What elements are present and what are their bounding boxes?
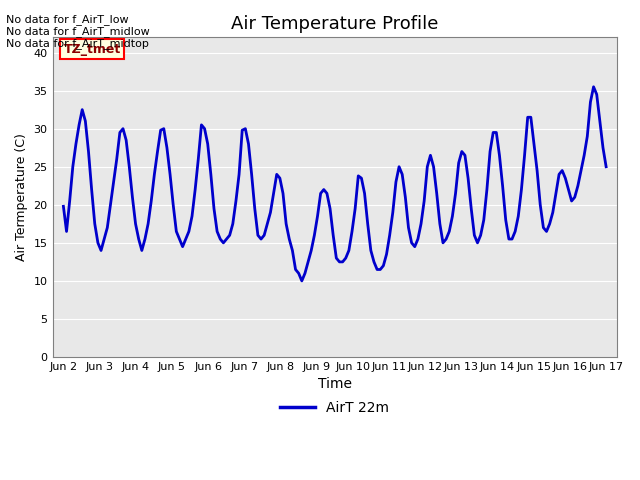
Text: No data for f_AirT_low: No data for f_AirT_low: [6, 14, 129, 25]
Text: TZ_tmet: TZ_tmet: [63, 43, 121, 56]
Text: No data for f_AirT_midtop: No data for f_AirT_midtop: [6, 38, 149, 49]
Y-axis label: Air Termperature (C): Air Termperature (C): [15, 133, 28, 261]
Text: No data for f_AirT_midlow: No data for f_AirT_midlow: [6, 26, 150, 37]
Title: Air Temperature Profile: Air Temperature Profile: [231, 15, 438, 33]
Legend: AirT 22m: AirT 22m: [275, 396, 395, 420]
X-axis label: Time: Time: [317, 377, 352, 392]
